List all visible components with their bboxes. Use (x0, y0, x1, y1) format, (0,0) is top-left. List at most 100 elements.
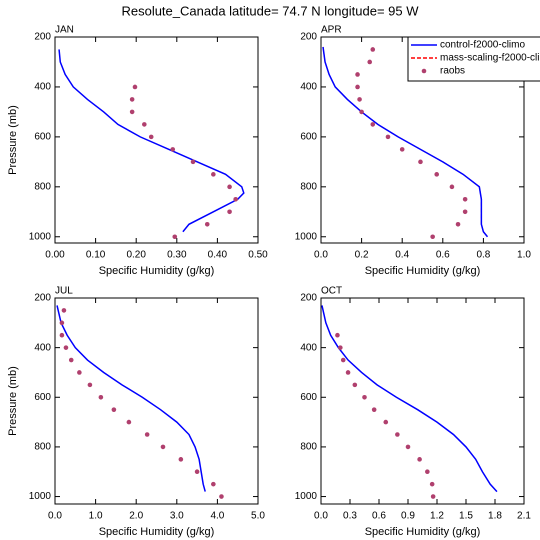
y-tick-label: 400 (34, 342, 51, 353)
raob-point (340, 357, 346, 363)
x-tick-label: 2.1 (517, 511, 531, 522)
raob-point (430, 494, 436, 499)
y-tick-label: 200 (34, 293, 51, 304)
raob-point (425, 469, 430, 475)
x-tick-label: 0.0 (314, 250, 328, 261)
y-tick-label: 400 (300, 82, 317, 93)
y-tick-label: 200 (300, 293, 317, 304)
raob-point (367, 59, 373, 65)
y-tick-label: 1000 (29, 231, 52, 242)
y-tick-label: 600 (300, 132, 317, 143)
y-tick-label: 200 (300, 32, 317, 43)
x-tick-label: 0.6 (436, 250, 450, 261)
plot-frame (54, 36, 259, 244)
raob-point (357, 97, 362, 102)
y-tick-label: 600 (34, 392, 51, 403)
y-tick-label: 800 (34, 181, 51, 192)
series (56, 305, 206, 492)
x-tick-label: 1.5 (459, 511, 473, 522)
raob-point (63, 345, 69, 350)
raob-point (211, 172, 216, 177)
x-axis-label: Specific Humidity (g/kg) (365, 526, 481, 538)
x-tick-label: 0.3 (343, 511, 357, 522)
plot-frame (320, 297, 525, 505)
y-tick-label: 1000 (295, 491, 318, 502)
y-axis-label: Pressure (mb) (7, 366, 19, 436)
legend-swatch (421, 68, 427, 74)
raob-point (370, 122, 376, 127)
x-tick-label: 0.0 (314, 511, 328, 522)
y-tick-label: 1000 (295, 231, 318, 242)
profile-line (322, 46, 489, 238)
x-tick-label: 0.2 (355, 250, 369, 261)
raob-point (385, 134, 391, 140)
x-tick-label: 3.0 (170, 511, 184, 522)
x-tick-label: 0.0 (48, 511, 62, 522)
raob-point (172, 234, 178, 240)
raob-point (129, 97, 135, 102)
raob-point (68, 357, 74, 363)
raob-point (61, 308, 67, 313)
raob-point (462, 209, 468, 215)
series (321, 305, 498, 493)
raob-point (190, 159, 196, 165)
y-tick-label: 800 (300, 181, 317, 192)
series (355, 47, 468, 240)
raob-point (370, 47, 376, 52)
raob-point (98, 394, 104, 400)
x-tick-label: 1.0 (89, 511, 103, 522)
raob-point (204, 221, 210, 227)
profile-line (321, 305, 498, 493)
x-tick-label: 2.0 (129, 511, 143, 522)
x-tick-label: 5.0 (251, 511, 265, 522)
profile-line (56, 305, 206, 492)
raob-point (455, 221, 461, 227)
x-axis-label: Specific Humidity (g/kg) (365, 265, 481, 277)
x-tick-label: 1.8 (488, 511, 502, 522)
raob-point (449, 184, 455, 190)
y-tick-label: 400 (300, 342, 317, 353)
panel-title: OCT (321, 286, 342, 297)
raob-point (335, 332, 340, 338)
x-tick-label: 0.10 (86, 250, 106, 261)
series (335, 332, 436, 499)
figure-title: Resolute_Canada latitude= 74.7 N longitu… (121, 3, 419, 18)
legend-label: control-f2000-climo (440, 40, 525, 51)
x-tick-label: 0.50 (248, 250, 268, 261)
raob-point (430, 234, 435, 240)
raob-point (194, 469, 200, 475)
x-tick-label: 0.6 (372, 511, 386, 522)
raob-point (395, 432, 400, 437)
raob-point (359, 109, 364, 115)
y-tick-label: 400 (34, 82, 51, 93)
x-tick-label: 4.0 (210, 511, 224, 522)
profile-line (58, 49, 245, 233)
series (59, 308, 224, 499)
panel-title: JUL (55, 286, 73, 297)
raob-point (59, 332, 65, 338)
legend-label: raobs (440, 66, 465, 77)
raob-point (352, 382, 358, 388)
raob-point (132, 84, 138, 90)
x-tick-label: 0.30 (167, 250, 187, 261)
raob-point (219, 494, 224, 499)
raob-point (371, 407, 377, 412)
raob-point (77, 370, 82, 375)
raob-point (148, 134, 154, 140)
raob-point (111, 407, 117, 412)
x-tick-label: 0.00 (45, 250, 65, 261)
raob-point (178, 457, 184, 462)
raob-point (170, 147, 176, 152)
series (58, 49, 245, 233)
plot-frame (54, 297, 259, 505)
x-axis-label: Specific Humidity (g/kg) (99, 526, 215, 538)
y-tick-label: 1000 (29, 491, 52, 502)
raob-point (338, 345, 343, 350)
raob-point (227, 184, 232, 190)
raob-point (345, 370, 351, 375)
raob-point (417, 457, 422, 462)
raob-point (399, 147, 405, 152)
raob-point (355, 84, 360, 90)
y-tick-label: 200 (34, 32, 51, 43)
